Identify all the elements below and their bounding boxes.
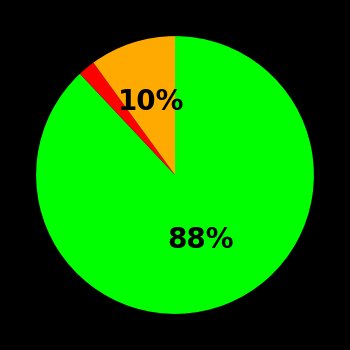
Wedge shape	[80, 63, 175, 175]
Text: 88%: 88%	[167, 225, 234, 253]
Wedge shape	[93, 36, 175, 175]
Text: 10%: 10%	[118, 88, 184, 116]
Wedge shape	[36, 36, 314, 314]
